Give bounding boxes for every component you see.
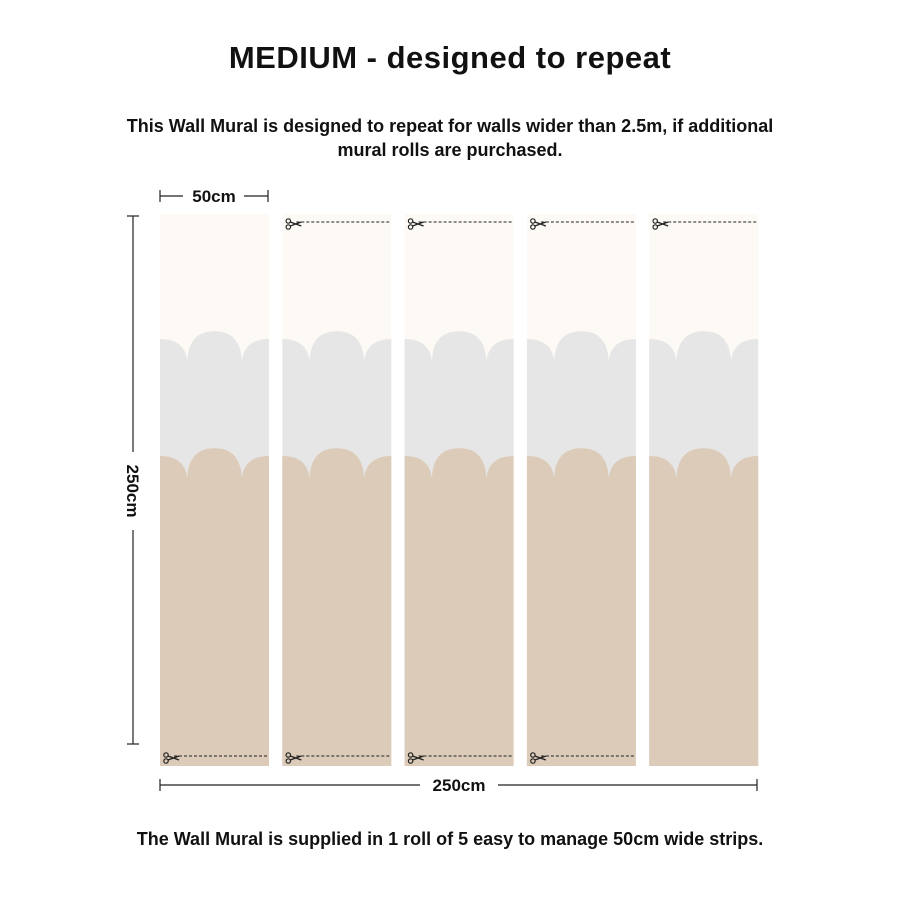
cut-mark-top-3 xyxy=(407,218,512,230)
cut-mark-top-4 xyxy=(530,218,634,230)
mural-strip-3 xyxy=(404,214,514,766)
total-width-label: 250cm xyxy=(433,776,486,795)
footer-note: The Wall Mural is supplied in 1 roll of … xyxy=(136,829,764,849)
strip-width-dimension: 50cm xyxy=(159,187,269,206)
mural-strip-1 xyxy=(160,214,269,766)
mural-strip-5 xyxy=(649,214,759,766)
bottom-band-scallops xyxy=(526,448,636,766)
cut-mark-bottom-1 xyxy=(163,752,267,764)
bottom-band-scallops xyxy=(160,448,269,766)
cut-marks xyxy=(163,218,757,764)
cut-mark-bottom-4 xyxy=(530,752,634,764)
total-width-dimension: 250cm xyxy=(159,776,758,795)
mural-strip-4 xyxy=(526,214,636,766)
height-dimension: 250cm xyxy=(123,215,142,745)
mural-strip-2 xyxy=(282,214,392,766)
page-title: MEDIUM - designed to repeat xyxy=(228,40,672,75)
cut-mark-bottom-3 xyxy=(407,752,512,764)
bottom-band-scallops xyxy=(282,448,392,766)
strip-width-label: 50cm xyxy=(192,187,235,206)
bottom-band-scallops xyxy=(649,448,759,766)
subtitle: This Wall Mural is designed to repeat fo… xyxy=(126,116,774,160)
cut-mark-top-5 xyxy=(652,218,757,230)
mural-strips xyxy=(160,214,759,766)
cut-mark-top-2 xyxy=(285,218,390,230)
height-label: 250cm xyxy=(123,465,142,518)
bottom-band-scallops xyxy=(404,448,514,766)
cut-mark-bottom-2 xyxy=(285,752,390,764)
